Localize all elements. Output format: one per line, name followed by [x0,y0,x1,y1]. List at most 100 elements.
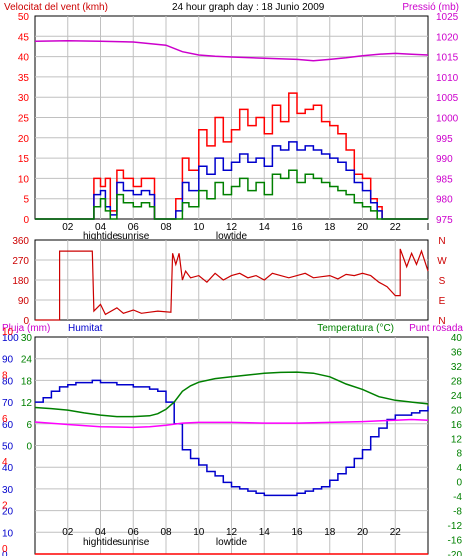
humidity-y-tick-label: 10 [2,528,14,539]
rain-y-tick-label: 0 [2,544,8,555]
temperature-right-tick-label: 8 [456,449,462,460]
pressure-y-tick-label: 975 [436,215,453,226]
wind-y-tick-label: 30 [18,93,30,104]
wind_min-line [35,169,428,220]
wind-y-tick-label: 35 [18,73,30,84]
wind_avg-line [35,141,428,220]
humidity-y-tick-label: 30 [2,485,14,496]
humidity-y-tick-label: 50 [2,442,14,453]
pressure-y-tick-label: 1025 [436,12,459,23]
dewpoint-axis-title: Punt rosada [409,323,463,334]
wind-axis-title: Velocitat del vent (kmh) [4,2,108,13]
wind-x-tick-label: 16 [291,222,303,233]
pressure-axis-title: Pressió (mb) [402,2,459,13]
wind-x-annotation: lowtide [216,231,248,242]
wind-x-annotation: sunrise [117,231,150,242]
temperature-line [34,371,429,418]
compass-y-tick-label: N [438,316,445,327]
temperature-right-tick-label: 32 [451,362,463,373]
wind-pressure-series [34,40,429,220]
wind-x-tick-label: 22 [390,222,402,233]
wind-pressure-y-labels: 0510152025303540455097598098599099510001… [18,12,459,226]
humidity-x-annotation: lowtide [216,537,248,548]
temperature-right-tick-label: -4 [453,492,462,503]
pressure-y-tick-label: 1020 [436,32,459,43]
compass-y-tick-label: E [439,296,446,307]
wind-y-tick-label: 45 [18,32,30,43]
rain-y-tick-label: 6 [2,414,8,425]
rain-y-tick-label: 10 [2,327,14,338]
wind-x-tick-label: 20 [357,222,369,233]
temperature-left-tick-label: 12 [21,398,33,409]
temperature-right-tick-label: 20 [451,405,463,416]
wind-x-annotation: hightide [83,231,118,242]
wind-x-tick-label: 02 [62,222,74,233]
direction-y-tick-label: 0 [23,316,29,327]
pressure-y-tick-label: 995 [436,134,453,145]
humidity-x-annotation: sunrise [117,537,150,548]
humidity-temperature-y-labels: 0 10 20 30 40 50 60 70 80 90 100 0 6 12 18 24 30 02 4 6 8 10 -… [2,327,462,556]
humidity-x-tick-label: 20 [357,527,369,538]
pressure-y-tick-label: 1010 [436,73,459,84]
temperature-right-tick-label: 24 [451,391,463,402]
temperature-right-tick-label: -16 [448,536,463,547]
compass-y-tick-label: N [438,236,445,247]
wind-y-tick-label: 40 [18,53,30,64]
humidity-x-tick-label: 16 [291,527,303,538]
temperature-axis-title: Temperatura (°C) [317,323,394,334]
wind-x-tick-label: 18 [324,222,336,233]
temperature-right-tick-label: 36 [451,347,463,358]
compass-y-tick-label: S [439,276,446,287]
humidity-y-tick-label: 90 [2,355,14,366]
pressure-y-tick-label: 990 [436,154,453,165]
pressure-y-tick-label: 1005 [436,93,459,104]
temperature-right-tick-label: 4 [456,463,462,474]
pressure-line [34,40,429,62]
humidity-y-tick-label: 20 [2,507,14,518]
humidity-line [35,379,429,497]
chart-title: 24 hour graph day : 18 Junio 2009 [172,2,325,13]
humidity-y-tick-label: 60 [2,420,14,431]
humidity-x-tick-label: 02 [62,527,74,538]
temperature-left-tick-label: 24 [21,355,33,366]
rain-y-tick-label: 8 [2,370,8,381]
compass-y-tick-label: W [437,256,447,267]
direction-y-tick-label: 270 [12,256,29,267]
rain-axis-title: Pluja (mm) [2,323,50,334]
temperature-left-tick-label: 18 [21,376,33,387]
humidity-x-tick-label: I [427,527,430,538]
dewpoint-line [34,418,429,429]
wind-x-tick-label: I [427,222,430,233]
humidity-x-tick-label: 04 [95,527,107,538]
humidity-x-tick-label: 08 [160,527,172,538]
humidity-y-tick-label: 70 [2,398,14,409]
wind-x-tick-label: 14 [259,222,271,233]
wind-y-tick-label: 0 [23,215,29,226]
temperature-left-tick-label: 6 [26,420,32,431]
direction-y-tick-label: 360 [12,236,29,247]
temperature-right-tick-label: -8 [453,507,462,518]
humidity-y-tick-label: 80 [2,376,14,387]
pressure-y-tick-label: 1015 [436,53,459,64]
temperature-right-tick-label: -20 [448,550,463,556]
humidity-y-tick-label: 40 [2,463,14,474]
temperature-left-tick-label: 0 [26,442,32,453]
wind-y-tick-label: 25 [18,114,30,125]
humidity-y-tick-label: 100 [2,333,19,344]
wind-y-tick-label: 15 [18,154,30,165]
humidity-y-tick-label: 0 [2,550,8,556]
wind-x-tick-label: 08 [160,222,172,233]
wind-x-tick-label: 12 [226,222,238,233]
humidity-temperature-panel: 0 10 20 30 40 50 60 70 80 90 100 0 6 12 18 24 30 02 4 6 8 10 -… [2,327,462,556]
temperature-right-tick-label: 40 [451,333,463,344]
temperature-left-tick-label: 30 [21,333,33,344]
humidity-x-annotation: hightide [83,537,118,548]
pressure-y-tick-label: 980 [436,195,453,206]
humidity-x-tick-label: 14 [259,527,271,538]
wind-y-tick-label: 20 [18,134,30,145]
